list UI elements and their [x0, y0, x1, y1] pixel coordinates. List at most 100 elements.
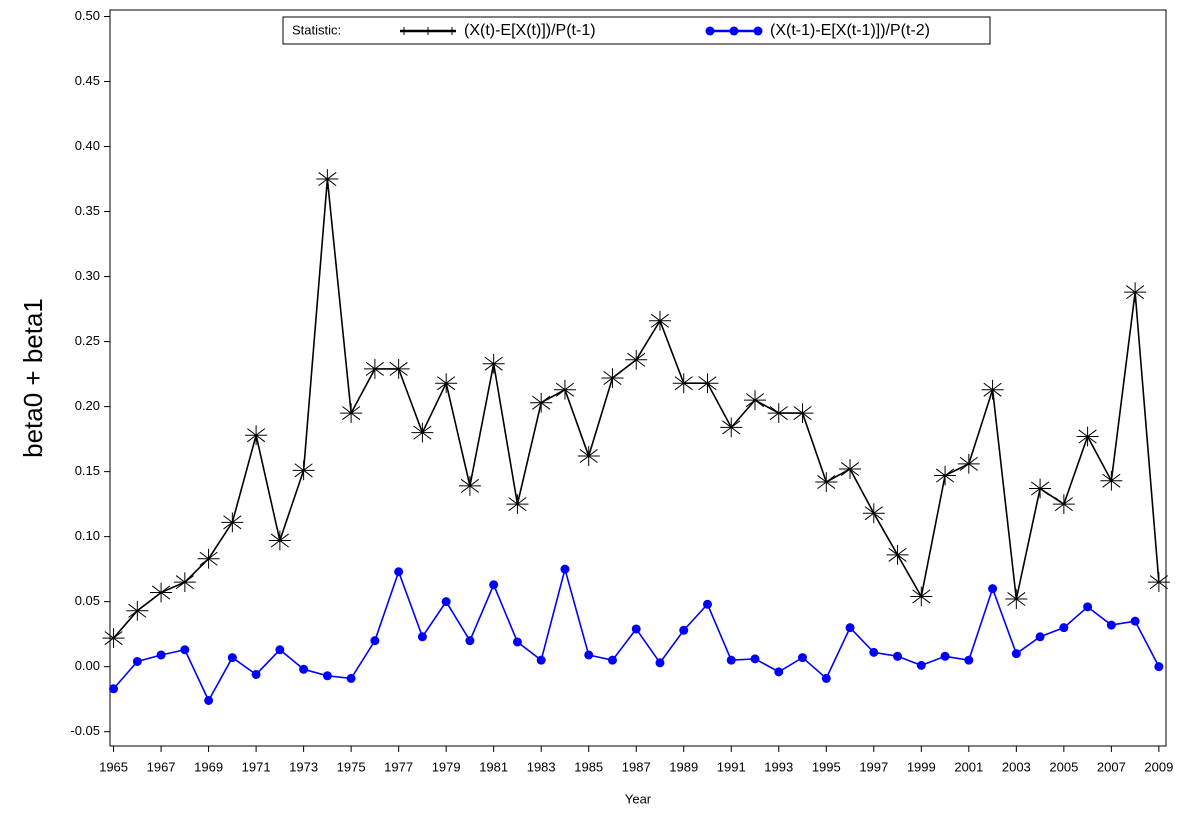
data-point — [726, 655, 736, 665]
x-tick-label: 1967 — [147, 759, 176, 774]
data-point — [1011, 649, 1021, 659]
data-point — [173, 572, 196, 593]
x-tick-label: 1995 — [812, 759, 841, 774]
data-point — [720, 417, 743, 438]
data-point — [394, 567, 404, 577]
data-point — [648, 310, 671, 331]
legend-label: (X(t)-E[X(t)])/P(t-1) — [464, 22, 596, 39]
data-point — [981, 379, 1004, 400]
x-tick-label: 1965 — [99, 759, 128, 774]
data-point — [536, 655, 546, 665]
data-point — [750, 654, 760, 664]
legend-marker — [753, 26, 763, 36]
data-point — [1035, 632, 1045, 642]
legend-marker — [705, 26, 715, 36]
data-point — [221, 512, 244, 533]
data-point — [441, 597, 451, 607]
data-point — [625, 349, 648, 370]
data-point — [696, 373, 719, 394]
x-tick-label: 1989 — [669, 759, 698, 774]
data-point — [1059, 623, 1069, 633]
y-tick-label: 0.00 — [75, 658, 100, 673]
data-point — [299, 664, 309, 674]
x-tick-label: 1981 — [479, 759, 508, 774]
data-point — [1147, 572, 1170, 593]
data-point — [1052, 494, 1075, 515]
x-tick-label: 2001 — [954, 759, 983, 774]
legend-label: (X(t-1)-E[X(t-1)])/P(t-2) — [770, 22, 930, 39]
data-point — [530, 392, 553, 413]
data-point — [1029, 478, 1052, 499]
x-tick-label: 1977 — [384, 759, 413, 774]
data-point — [458, 476, 481, 496]
x-tick-label: 1991 — [717, 759, 746, 774]
y-tick-label: 0.15 — [75, 463, 100, 478]
data-point — [370, 636, 380, 646]
data-point — [631, 624, 641, 634]
data-point — [245, 425, 268, 446]
y-tick-label: 0.30 — [75, 268, 100, 283]
x-axis-label: Year — [625, 791, 652, 806]
data-point — [1130, 616, 1140, 626]
x-tick-label: 1973 — [289, 759, 318, 774]
data-point — [197, 548, 220, 569]
data-point — [322, 671, 332, 681]
data-point — [798, 653, 808, 663]
y-tick-label: 0.40 — [75, 138, 100, 153]
legend-marker — [729, 26, 739, 36]
data-point — [744, 390, 767, 411]
data-point — [1076, 426, 1099, 447]
data-point — [940, 651, 950, 661]
x-tick-label: 1983 — [527, 759, 556, 774]
data-point — [553, 379, 576, 400]
data-point — [821, 673, 831, 683]
data-point — [465, 636, 475, 646]
x-tick-label: 2003 — [1002, 759, 1031, 774]
data-point — [268, 530, 291, 551]
data-point — [869, 647, 879, 657]
data-point — [655, 658, 665, 668]
data-point — [702, 599, 712, 609]
data-point — [204, 695, 214, 705]
x-tick-label: 1985 — [574, 759, 603, 774]
data-point — [1005, 589, 1028, 609]
data-point — [560, 564, 570, 574]
y-tick-label: 0.50 — [75, 8, 100, 23]
data-point — [363, 358, 386, 379]
series-line — [112, 566, 1160, 703]
data-point — [340, 403, 363, 424]
data-point — [417, 632, 427, 642]
data-point — [957, 453, 980, 474]
data-point — [607, 655, 617, 665]
data-point — [1154, 662, 1164, 672]
data-point — [584, 650, 594, 660]
data-point — [988, 584, 998, 594]
data-point — [767, 403, 790, 424]
data-point — [387, 358, 410, 379]
data-point — [1124, 282, 1147, 303]
data-point — [672, 373, 695, 394]
x-tick-label: 1979 — [432, 759, 461, 774]
data-point — [1106, 620, 1116, 630]
x-tick-label: 1997 — [859, 759, 888, 774]
data-point — [791, 403, 814, 424]
y-tick-label: 0.20 — [75, 398, 100, 413]
data-point — [156, 650, 166, 660]
data-point — [601, 368, 624, 388]
x-tick-label: 1987 — [622, 759, 651, 774]
data-point — [292, 460, 315, 481]
data-point — [964, 655, 974, 665]
x-tick-label: 1971 — [242, 759, 271, 774]
data-point — [910, 586, 933, 607]
x-tick-label: 2005 — [1049, 759, 1078, 774]
y-tick-label: 0.10 — [75, 528, 100, 543]
data-point — [489, 580, 499, 590]
y-tick-label: 0.25 — [75, 333, 100, 348]
data-point — [506, 494, 529, 515]
data-point — [1083, 602, 1093, 612]
data-point — [251, 669, 261, 679]
data-point — [916, 660, 926, 670]
data-point — [815, 472, 838, 492]
data-point — [839, 459, 862, 479]
